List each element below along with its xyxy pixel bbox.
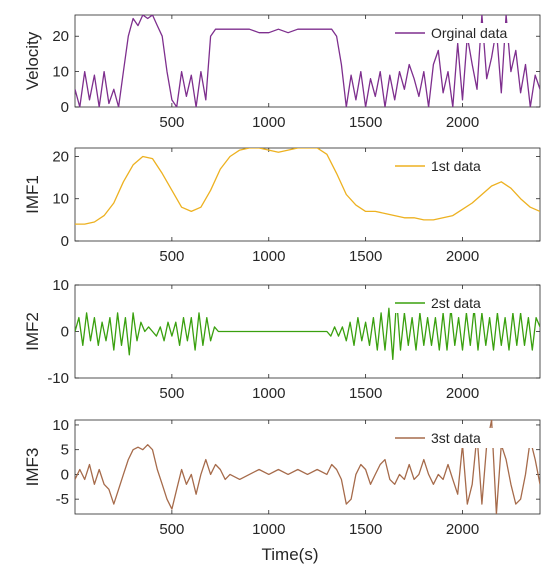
chart-panel-1: 500 1000 1500 2000 0 10 20 Velocity Orginal data	[23, 14, 541, 131]
y-tick-label: -10	[47, 370, 69, 387]
y-tick-label: 10	[52, 64, 69, 81]
y-tick-label: 0	[61, 466, 69, 483]
y-tick-label: 10	[52, 191, 69, 208]
x-tick-label: 1000	[252, 385, 285, 402]
y-tick-label: 20	[52, 148, 69, 165]
x-tick-label: 1000	[252, 114, 285, 131]
x-tick-label: 2000	[446, 521, 479, 538]
x-tick-label: 1500	[349, 385, 382, 402]
y-tick-label: 10	[52, 417, 69, 434]
legend-label: 3st data	[431, 430, 481, 446]
x-tick-label: 2000	[446, 248, 479, 265]
chart-panel-3: 500 1000 1500 2000 -10 0 10 IMF2 2st data	[23, 277, 541, 402]
y-axis-label: Velocity	[23, 31, 42, 90]
series-line	[75, 298, 540, 361]
chart-panel-4: 500 1000 1500 2000 -5 0 5 10 IMF3 3st data	[23, 417, 541, 538]
x-tick-label: 500	[159, 385, 184, 402]
series-line	[75, 420, 540, 514]
legend-label: 1st data	[431, 158, 481, 174]
series-line	[75, 15, 540, 107]
y-tick-label: 5	[61, 442, 69, 459]
y-tick-label: 10	[52, 277, 69, 294]
legend-box	[391, 23, 534, 43]
y-tick-label: 0	[61, 324, 69, 341]
legend-label: 2st data	[431, 295, 481, 311]
x-axis-label: Time(s)	[262, 545, 319, 564]
y-axis-label: IMF2	[23, 312, 42, 351]
y-axis-label: IMF1	[23, 175, 42, 214]
x-tick-label: 500	[159, 521, 184, 538]
y-tick-label: 0	[61, 233, 69, 250]
x-tick-label: 2000	[446, 385, 479, 402]
legend-box	[391, 293, 534, 313]
legend-label: Orginal data	[431, 25, 507, 41]
y-axis-label: IMF3	[23, 448, 42, 487]
legend-box	[391, 428, 534, 448]
x-tick-label: 1500	[349, 114, 382, 131]
x-tick-label: 500	[159, 248, 184, 265]
x-tick-label: 500	[159, 114, 184, 131]
x-tick-label: 1000	[252, 521, 285, 538]
y-tick-label: -5	[56, 491, 69, 508]
x-tick-label: 1500	[349, 248, 382, 265]
x-tick-label: 1000	[252, 248, 285, 265]
x-tick-label: 1500	[349, 521, 382, 538]
y-tick-label: 20	[52, 28, 69, 45]
x-tick-label: 2000	[446, 114, 479, 131]
series-line	[75, 148, 540, 225]
y-tick-label: 0	[61, 99, 69, 116]
chart-panel-2: 500 1000 1500 2000 0 10 20 IMF1 1st data	[23, 147, 541, 265]
legend-box	[391, 156, 534, 176]
